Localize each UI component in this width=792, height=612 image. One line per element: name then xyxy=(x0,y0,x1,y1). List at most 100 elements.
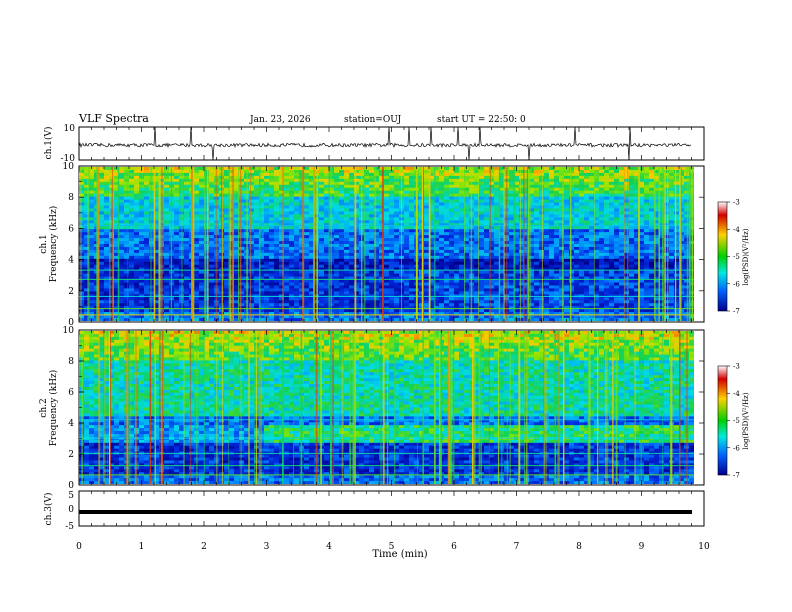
spectrogram-cell xyxy=(449,238,455,242)
spectrogram-cell xyxy=(199,223,205,227)
spectrogram-cell xyxy=(379,244,385,248)
spectrogram-cell xyxy=(384,279,390,283)
spectrogram-cell xyxy=(494,270,500,275)
spectrogram-cell xyxy=(539,246,545,251)
spectrogram-cell xyxy=(429,208,435,212)
spectrogram-cell xyxy=(164,190,170,195)
spectrogram-cell xyxy=(164,264,170,269)
spectrogram-cell xyxy=(144,196,150,200)
spectrogram-cell xyxy=(324,306,330,310)
spectrogram-cell xyxy=(134,172,140,177)
spectrogram-cell xyxy=(374,208,380,212)
spectrogram-cell xyxy=(419,199,425,203)
spectrogram-cell xyxy=(99,267,105,272)
spectrogram-cell xyxy=(249,223,255,227)
spectrogram-cell xyxy=(519,306,525,310)
spectrogram-cell xyxy=(544,211,550,215)
spectrogram-cell xyxy=(184,238,190,242)
spectrogram-cell xyxy=(549,312,555,316)
spectrogram-cell xyxy=(484,175,490,180)
spectrogram-cell xyxy=(409,318,415,321)
spectrogram-cell xyxy=(164,232,170,236)
spectrogram-cell xyxy=(524,258,530,263)
spectrogram-cell xyxy=(329,244,335,248)
spectrogram-cell xyxy=(299,208,305,212)
spectrogram-cell xyxy=(109,306,115,310)
spectrogram-cell xyxy=(299,205,305,209)
spectrogram-cell xyxy=(554,184,560,189)
spectrogram-cell xyxy=(459,205,465,209)
spectrogram-cell xyxy=(194,167,200,171)
spectrogram-cell xyxy=(254,255,260,260)
spectrogram-cell xyxy=(344,285,350,289)
spectrogram-cell xyxy=(114,202,120,206)
spectrogram-cell xyxy=(139,184,145,189)
spectrogram-cell xyxy=(344,288,350,292)
spectrogram-cell xyxy=(194,205,200,209)
spectrogram-cell xyxy=(539,214,545,218)
spectrogram-cell xyxy=(229,205,235,209)
spectrogram-cell xyxy=(484,315,490,319)
spectrogram-cell xyxy=(109,249,115,254)
spectrogram-cell xyxy=(104,270,110,275)
spectrogram-cell xyxy=(534,249,540,254)
spectrogram-cell xyxy=(259,312,265,316)
spectrogram-cell xyxy=(404,315,410,319)
spectrogram-cell xyxy=(394,178,400,183)
spectrogram-cell xyxy=(119,255,125,260)
spectrogram-cell xyxy=(519,315,525,319)
spectrogram-cell xyxy=(209,226,215,230)
spectrogram-cell xyxy=(289,249,295,254)
spectrogram-cell xyxy=(229,199,235,203)
spectrogram-cell xyxy=(274,232,280,236)
spectrogram-cell xyxy=(124,238,130,242)
spectrogram-cell xyxy=(489,199,495,203)
spectrogram-cell xyxy=(549,220,555,224)
spectrogram-cell xyxy=(99,193,105,198)
spectrogram-cell xyxy=(319,270,325,275)
spectrogram-cell xyxy=(379,246,385,251)
spectrogram-cell xyxy=(84,258,90,263)
spectrogram-cell xyxy=(199,297,205,301)
spectrogram-cell xyxy=(249,229,255,233)
spectrogram-cell xyxy=(324,202,330,206)
spectrogram-cell xyxy=(129,279,135,283)
spectrogram-cell xyxy=(489,300,495,304)
spectrogram-cell xyxy=(84,187,90,192)
spectrogram-cell xyxy=(289,270,295,275)
spectrogram-cell xyxy=(354,172,360,177)
spectrogram-cell xyxy=(194,288,200,292)
spectrogram-cell xyxy=(444,249,450,254)
spectrogram-cell xyxy=(354,238,360,242)
spectrogram-cell xyxy=(249,318,255,321)
spectrogram-cell xyxy=(364,190,370,195)
spectrogram-cell xyxy=(109,190,115,195)
spectrogram-cell xyxy=(119,169,125,174)
spectrogram-cell xyxy=(239,172,245,177)
spectrogram-cell xyxy=(174,315,180,319)
spectrogram-cell xyxy=(264,175,270,180)
spectrogram-cell xyxy=(404,217,410,221)
spectrogram-cell xyxy=(89,232,95,236)
spectrogram-cell xyxy=(334,276,340,280)
spectrogram-cell xyxy=(294,246,300,251)
spectrogram-cell xyxy=(344,187,350,192)
spectrogram-cell xyxy=(269,303,275,307)
spectrogram-cell xyxy=(329,223,335,227)
spectrogram-cell xyxy=(199,252,205,257)
spectrogram-cell xyxy=(539,205,545,209)
spectrogram-cell xyxy=(214,181,220,186)
spectrogram-cell xyxy=(424,214,430,218)
spectrogram-cell xyxy=(134,223,140,227)
spectrogram-cell xyxy=(304,297,310,301)
spectrogram-cell xyxy=(389,202,395,206)
spectrogram-cell xyxy=(404,303,410,307)
spectrogram-cell xyxy=(164,306,170,310)
spectrogram-cell xyxy=(389,187,395,192)
spectrogram-cell xyxy=(214,226,220,230)
spectrogram-cell xyxy=(349,232,355,236)
spectrogram-cell xyxy=(444,193,450,198)
spectrogram-cell xyxy=(129,220,135,224)
spectrogram-cell xyxy=(79,276,85,280)
spectrogram-cell xyxy=(539,241,545,245)
